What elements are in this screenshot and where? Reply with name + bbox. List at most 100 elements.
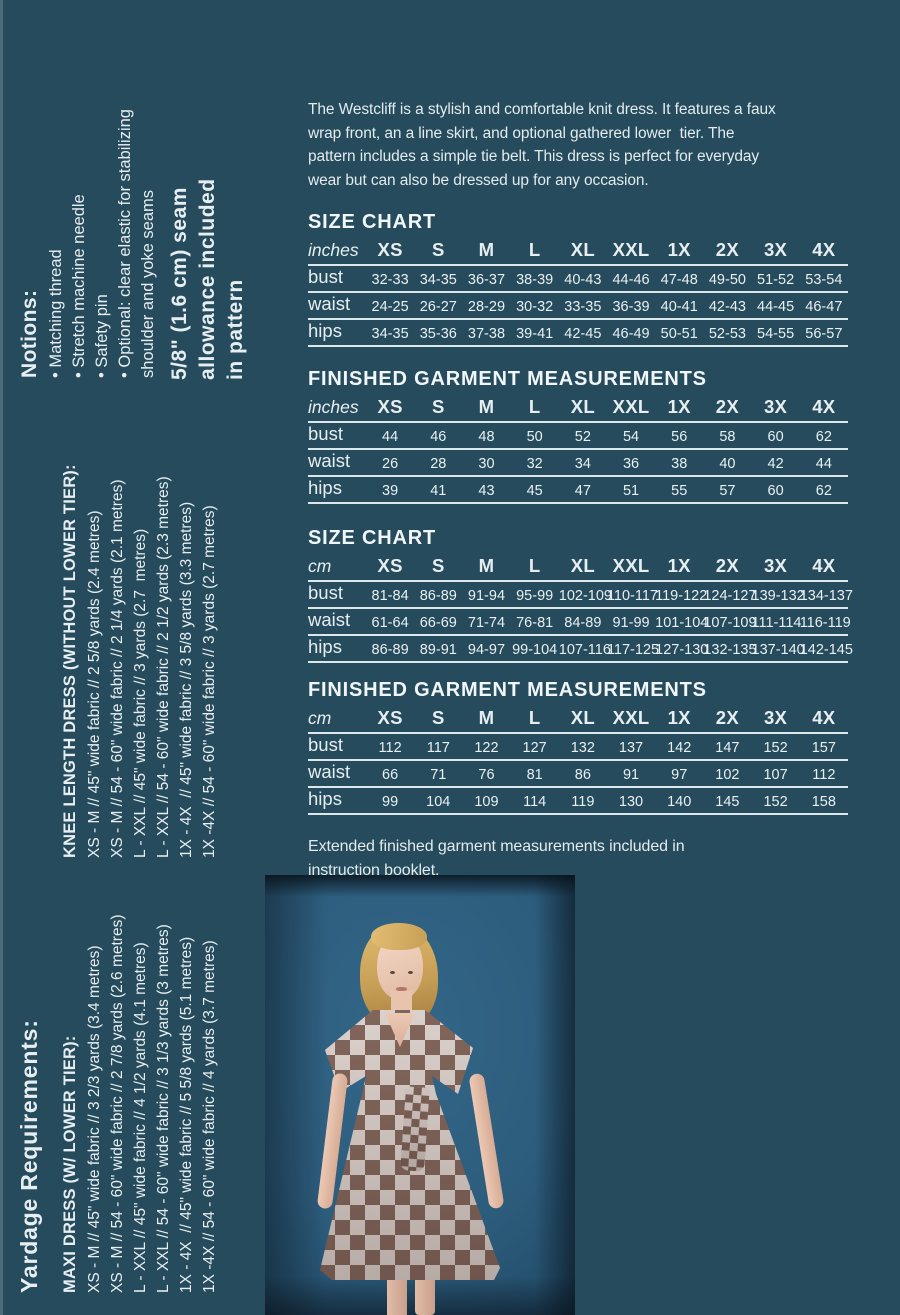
measurement-value: 132-135: [703, 642, 757, 658]
model-photo: [265, 875, 575, 1315]
measurement-value: 111-114: [751, 615, 802, 631]
list-item: XS - M // 54 - 60" wide fabric // 2 7/8 …: [109, 914, 126, 1293]
measurement-value: 36: [622, 456, 640, 472]
measurement-row: bust 32-33 34-35 36-37 38-39 40-43 44-46 47-48 4…: [308, 265, 848, 292]
knee-length-yardage-section: KNEE LENGTH DRESS (WITHOUT LOWER TIER): …: [57, 393, 221, 858]
measurement-value: 26: [382, 456, 399, 472]
measurement-value: 152: [763, 740, 788, 756]
list-item: • Matching thread: [47, 249, 65, 378]
size-header-row: cm XS S M L XL XXL 1X 2X 3X 4X: [308, 707, 848, 733]
yardage-requirements-heading: Yardage Requirements:: [12, 993, 46, 1293]
measurement-value: 40-41: [660, 299, 698, 315]
finished-garment-cm-title: FINISHED GARMENT MEASUREMENTS: [308, 679, 707, 701]
measurement-value: 94-97: [467, 642, 506, 658]
list-item: instruction booklet.: [308, 862, 440, 879]
measurement-value: 45: [526, 483, 543, 499]
measurement-value: 37-38: [467, 326, 506, 342]
measurement-value: 119: [571, 794, 595, 810]
measurement-value: 36-37: [467, 272, 506, 288]
size-column-header: L: [528, 396, 541, 417]
row-label: bust: [308, 266, 343, 287]
knee-length-heading: KNEE LENGTH DRESS (WITHOUT LOWER TIER):: [61, 464, 79, 858]
model-arm-right: [468, 1072, 505, 1210]
measurement-value: 114: [523, 794, 547, 810]
list-item: 5/8" (1.6 cm) seam: [168, 187, 191, 380]
size-column-header: 4X: [812, 555, 836, 576]
measurement-value: 50-51: [660, 326, 698, 342]
size-header-row: inches XS S M L XL XXL 1X 2X 3X 4X: [308, 239, 848, 265]
measurement-value: 76: [478, 767, 495, 783]
row-label: waist: [308, 609, 351, 630]
measurement-value: 60: [767, 429, 784, 445]
model-hair-fringe: [371, 923, 427, 950]
size-column-header: 1X: [667, 707, 691, 728]
measurement-value: 102-109: [558, 588, 612, 604]
measurement-value: 117: [426, 740, 450, 756]
measurement-value: 35-36: [419, 326, 457, 342]
measurement-value: 42: [767, 456, 784, 472]
measurement-row: waist 24-25 26-27 28-29 30-32 33-35 36-39 40-41…: [308, 292, 848, 319]
measurement-value: 24-25: [371, 299, 409, 315]
measurement-value: 44-45: [757, 299, 795, 315]
measurement-row: hips 86-89 89-91 94-97 99-104 107-116 117-125 1…: [308, 635, 853, 662]
measurement-value: 42-45: [564, 326, 602, 342]
measurement-value: 158: [811, 794, 836, 810]
measurement-value: 52: [574, 429, 591, 445]
size-column-header: S: [431, 555, 445, 576]
measurement-value: 66: [382, 767, 399, 783]
size-column-header: 4X: [812, 707, 836, 728]
measurement-value: 86: [574, 767, 591, 783]
size-column-header: M: [478, 396, 495, 417]
measurement-value: 117-125: [606, 642, 660, 658]
size-column-header: M: [478, 555, 495, 576]
measurement-value: 101-104: [655, 615, 709, 631]
measurement-value: 107-109: [703, 615, 757, 631]
row-label: waist: [308, 450, 351, 471]
size-column-header: XS: [377, 707, 403, 728]
measurement-value: 38-39: [516, 272, 554, 288]
model-eye: [408, 971, 413, 974]
list-item: XS - M // 45" wide fabric // 2 5/8 yards…: [86, 510, 103, 859]
finished-garment-inches-table: inches XS S M L XL XXL 1X 2X 3X 4X bust 44 46 48 50 52 54…: [308, 396, 848, 504]
list-item: in pattern: [224, 279, 247, 380]
unit-label: cm: [308, 556, 332, 576]
measurement-value: 152: [763, 794, 788, 810]
measurement-value: 127-130: [655, 642, 709, 658]
size-column-header: XXL: [612, 555, 650, 576]
list-item: XS - M // 54 - 60" wide fabric // 2 1/4 …: [109, 479, 126, 858]
size-column-header: 2X: [715, 707, 740, 728]
measurement-value: 40: [719, 456, 736, 472]
size-column-header: M: [478, 707, 495, 728]
size-header-row: inches XS S M L XL XXL 1X 2X 3X 4X: [308, 396, 848, 422]
measurement-row: bust 44 46 48 50 52 54 56 58 60 62: [308, 422, 848, 449]
measurement-value: 71-74: [467, 615, 506, 631]
measurement-value: 32: [526, 456, 543, 472]
size-column-header: 3X: [763, 239, 788, 260]
row-label: waist: [308, 293, 351, 314]
measurement-value: 112: [378, 740, 402, 756]
size-column-header: 1X: [667, 396, 691, 417]
measurement-value: 40-43: [564, 272, 602, 288]
measurement-value: 62: [815, 429, 832, 445]
finished-garment-cm-table: cm XS S M L XL XXL 1X 2X 3X 4X bust 112 117 122 127 132 1…: [308, 707, 848, 815]
notions-section: Notions: • Matching thread • Stretch mach…: [15, 78, 160, 378]
measurement-row: waist 26 28 30 32 34 36 38 40 42 44: [308, 449, 848, 476]
measurement-value: 81: [526, 767, 543, 783]
measurement-value: 46: [430, 429, 447, 445]
measurement-value: 104: [426, 794, 451, 810]
measurement-value: 62: [815, 483, 832, 499]
size-column-header: XS: [377, 555, 403, 576]
measurement-value: 139-132: [751, 588, 805, 604]
size-column-header: XXL: [612, 396, 650, 417]
measurement-value: 56-57: [805, 326, 843, 342]
measurement-value: 132: [570, 740, 595, 756]
main-content-column: The Westcliff is a stylish and comfortab…: [308, 98, 853, 883]
row-label: waist: [308, 761, 351, 782]
size-column-header: 2X: [715, 239, 740, 260]
measurement-value: 99-104: [512, 642, 558, 658]
measurement-value: 76-81: [516, 615, 554, 631]
measurement-row: bust 112 117 122 127 132 137 142 147 152 157: [308, 733, 848, 760]
yardage-heading-text: Yardage Requirements:: [16, 1019, 42, 1293]
measurement-value: 97: [671, 767, 688, 783]
